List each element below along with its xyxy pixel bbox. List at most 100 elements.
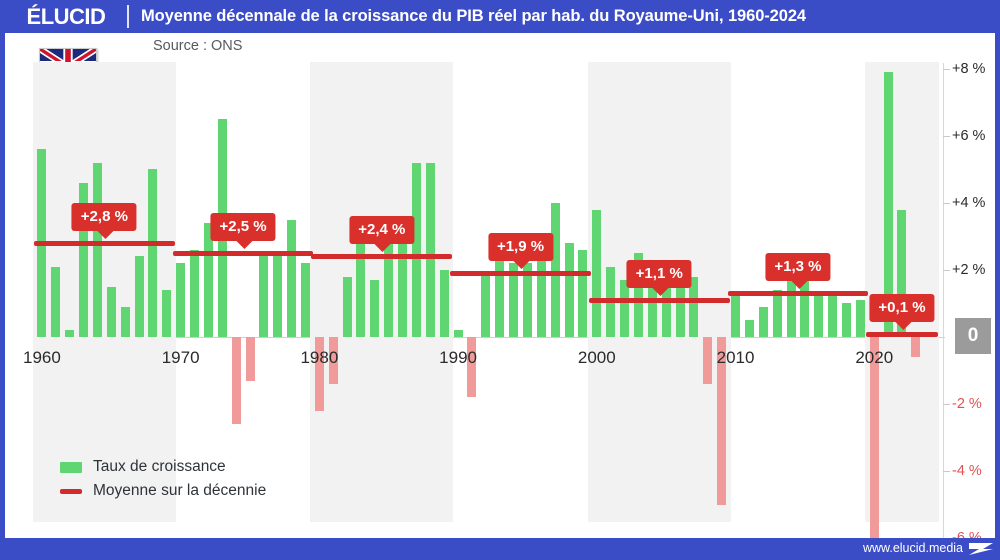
bar-2023 xyxy=(911,337,921,358)
bar-1987 xyxy=(411,162,421,337)
bar-1979 xyxy=(301,263,310,337)
zero-chip: 0 xyxy=(955,318,991,354)
bar-1983 xyxy=(356,222,366,337)
bar-2018 xyxy=(842,303,851,337)
bar-1988 xyxy=(425,162,435,337)
bar-1992 xyxy=(481,273,491,337)
bar-1969 xyxy=(162,290,172,337)
bar-1968 xyxy=(148,169,158,337)
bar-1976 xyxy=(259,253,269,337)
decade-mean-line-1990s xyxy=(450,271,591,277)
bar-1963 xyxy=(79,182,89,337)
y-tick-label: -4 % xyxy=(952,463,982,480)
bar-2012 xyxy=(758,306,768,337)
bar-1999 xyxy=(578,249,588,337)
bar-2000 xyxy=(592,209,602,337)
y-tick-label: +2 % xyxy=(952,261,986,278)
bar-1966 xyxy=(120,306,130,337)
footer-bar: www.elucid.media xyxy=(5,538,1000,560)
legend-swatch-mean xyxy=(60,488,82,494)
decade-mean-badge-1980s: +2,4 % xyxy=(349,216,415,253)
x-tick-label: 1990 xyxy=(439,348,478,367)
y-tick-mark xyxy=(943,404,950,406)
bar-1974 xyxy=(231,337,241,425)
decade-mean-line-1960s xyxy=(34,241,175,247)
decade-mean-badge-1990s: +1,9 % xyxy=(487,233,554,270)
bar-1964 xyxy=(92,162,102,337)
page-title: Moyenne décennale de la croissance du PI… xyxy=(141,7,806,25)
bar-1962 xyxy=(65,330,75,337)
y-tick-label: +4 % xyxy=(952,194,986,211)
bar-1995 xyxy=(522,263,532,337)
decade-mean-badge-2020s: +0,1 % xyxy=(869,293,935,330)
bar-2020 xyxy=(869,337,879,560)
y-tick-label: +8 % xyxy=(952,60,986,77)
x-tick-label: 2020 xyxy=(855,348,894,367)
decade-mean-line-2010s xyxy=(727,291,869,297)
brand-divider xyxy=(127,5,129,28)
bar-2010 xyxy=(731,293,741,337)
decade-mean-badge-2000s: +1,1 % xyxy=(626,260,692,297)
bar-2008 xyxy=(703,337,713,384)
bar-2019 xyxy=(855,300,865,337)
bar-2002 xyxy=(620,279,630,337)
legend-item-mean: Moyenne sur la décennie xyxy=(60,479,266,503)
legend-label-mean: Moyenne sur la décennie xyxy=(93,482,267,499)
brand-logo: ÉLUCID xyxy=(26,3,106,29)
bar-2015 xyxy=(800,279,810,337)
bar-2022 xyxy=(897,209,907,337)
bar-1997 xyxy=(550,202,560,337)
bar-1996 xyxy=(536,259,546,337)
decade-mean-line-1980s xyxy=(311,254,453,260)
bar-1990 xyxy=(453,330,463,337)
chart-plot-area: +2,8 % +2,5 % +2,4 % +1,9 % +1,1 % +1,3 % +0,1… xyxy=(33,62,945,560)
x-tick-label: 1980 xyxy=(300,348,339,367)
bar-2006 xyxy=(675,276,685,337)
y-tick-mark xyxy=(943,202,950,204)
source-label: Source : ONS xyxy=(153,38,243,54)
decade-mean-badge-2010s: +1,3 % xyxy=(765,253,831,290)
bar-1961 xyxy=(51,266,61,337)
y-axis-line xyxy=(943,63,944,538)
bar-2016 xyxy=(814,293,824,337)
decade-mean-badge-1960s: +2,8 % xyxy=(71,203,137,240)
bar-1978 xyxy=(287,219,297,337)
bar-1975 xyxy=(245,337,255,381)
bar-2011 xyxy=(744,320,754,337)
bar-2014 xyxy=(786,269,796,337)
x-tick-label: 2010 xyxy=(716,348,755,367)
x-tick-label: 1970 xyxy=(161,348,200,367)
bar-1994 xyxy=(509,263,519,337)
y-tick-mark xyxy=(943,68,950,70)
bar-1982 xyxy=(342,276,352,337)
y-tick-mark xyxy=(943,135,950,137)
bar-1971 xyxy=(190,249,200,337)
bar-1981 xyxy=(328,337,338,384)
y-tick-mark xyxy=(943,269,950,271)
bar-1991 xyxy=(467,337,477,398)
y-tick-mark xyxy=(943,471,950,473)
decade-mean-badge-1970s: +2,5 % xyxy=(210,213,276,250)
x-tick-label: 2000 xyxy=(577,348,616,367)
bar-1989 xyxy=(439,269,449,337)
legend-item-growth: Taux de croissance xyxy=(60,455,266,479)
bar-2003 xyxy=(633,253,643,337)
bar-2021 xyxy=(883,71,893,337)
bar-1970 xyxy=(176,263,186,337)
x-tick-label: 1960 xyxy=(23,348,61,367)
bar-1965 xyxy=(106,286,116,337)
bar-2017 xyxy=(828,293,838,337)
header-bar: ÉLUCID Moyenne décennale de la croissanc… xyxy=(5,0,1000,33)
bar-1980 xyxy=(314,337,324,411)
decade-mean-line-2000s xyxy=(588,298,730,304)
legend-label-growth: Taux de croissance xyxy=(93,458,226,475)
decade-mean-line-2020s xyxy=(866,331,938,337)
bar-1998 xyxy=(564,243,574,337)
legend-swatch-growth xyxy=(60,461,82,473)
decade-mean-line-1970s xyxy=(172,251,314,257)
elucid-logo-icon xyxy=(969,543,993,555)
zero-axis-line xyxy=(35,337,945,338)
footer-url: www.elucid.media xyxy=(862,541,963,555)
bar-1993 xyxy=(495,259,505,337)
